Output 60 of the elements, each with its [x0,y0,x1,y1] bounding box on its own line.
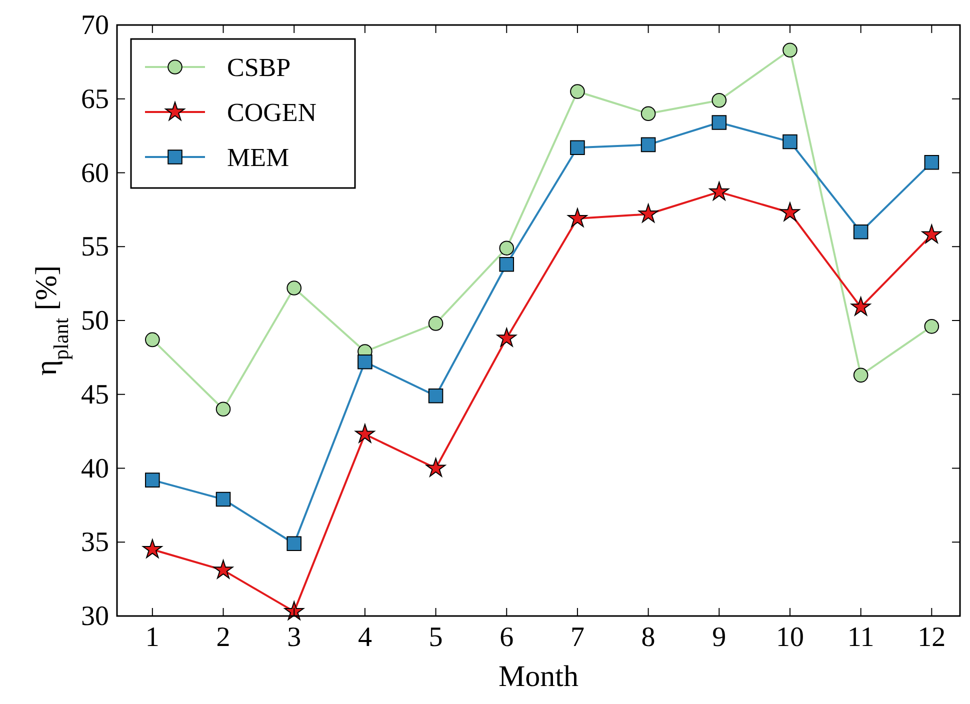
point [216,402,231,417]
x-tick-label: 4 [358,622,372,653]
x-tick-label: 10 [776,622,804,653]
point [286,280,302,296]
point [922,224,942,244]
point [428,316,444,331]
x-tick-label: 8 [641,622,656,653]
point [216,492,231,507]
point [428,388,444,404]
x-tick-label: 11 [847,622,874,653]
y-tick-label: 55 [81,232,109,263]
x-tick-label: 5 [428,622,443,653]
point [853,224,868,240]
point [570,140,585,156]
point [712,115,727,130]
point [640,137,656,152]
point [850,296,871,316]
point [496,328,517,347]
point [499,240,514,256]
y-tick-label: 65 [81,84,109,115]
point [145,332,160,348]
point [358,354,372,370]
x-tick-label: 12 [918,622,946,653]
point [853,368,868,383]
legend-label: COGEN [227,98,317,127]
point [570,84,585,99]
point [712,92,727,108]
point [924,155,940,170]
legend-label: CSBP [227,53,291,82]
point [284,601,304,620]
y-tick-label: 35 [81,527,109,558]
point [213,560,234,579]
x-tick-label: 1 [145,622,160,653]
point [782,134,798,150]
point [709,182,730,200]
point [640,106,656,122]
y-tick-label: 50 [81,306,109,336]
point [568,208,588,228]
legend-label: MEM [227,143,290,172]
point [782,42,798,58]
point [355,424,375,443]
point [145,472,160,488]
point [286,536,302,551]
x-tick-label: 3 [287,622,302,653]
x-axis-title: Month [498,660,579,693]
y-tick-label: 40 [81,453,109,484]
y-tick-label: 45 [81,379,109,410]
point [142,539,162,558]
point [426,458,446,477]
y-tick-label: 70 [81,10,109,41]
point [924,319,940,334]
point [780,202,800,222]
x-tick-label: 7 [570,622,584,653]
x-tick-label: 9 [712,622,726,653]
y-tick-label: 60 [81,158,109,189]
x-tick-label: 2 [216,622,230,653]
point [499,256,514,272]
point [638,204,658,223]
y-tick-label: 30 [81,601,109,632]
x-tick-label: 6 [500,622,514,653]
